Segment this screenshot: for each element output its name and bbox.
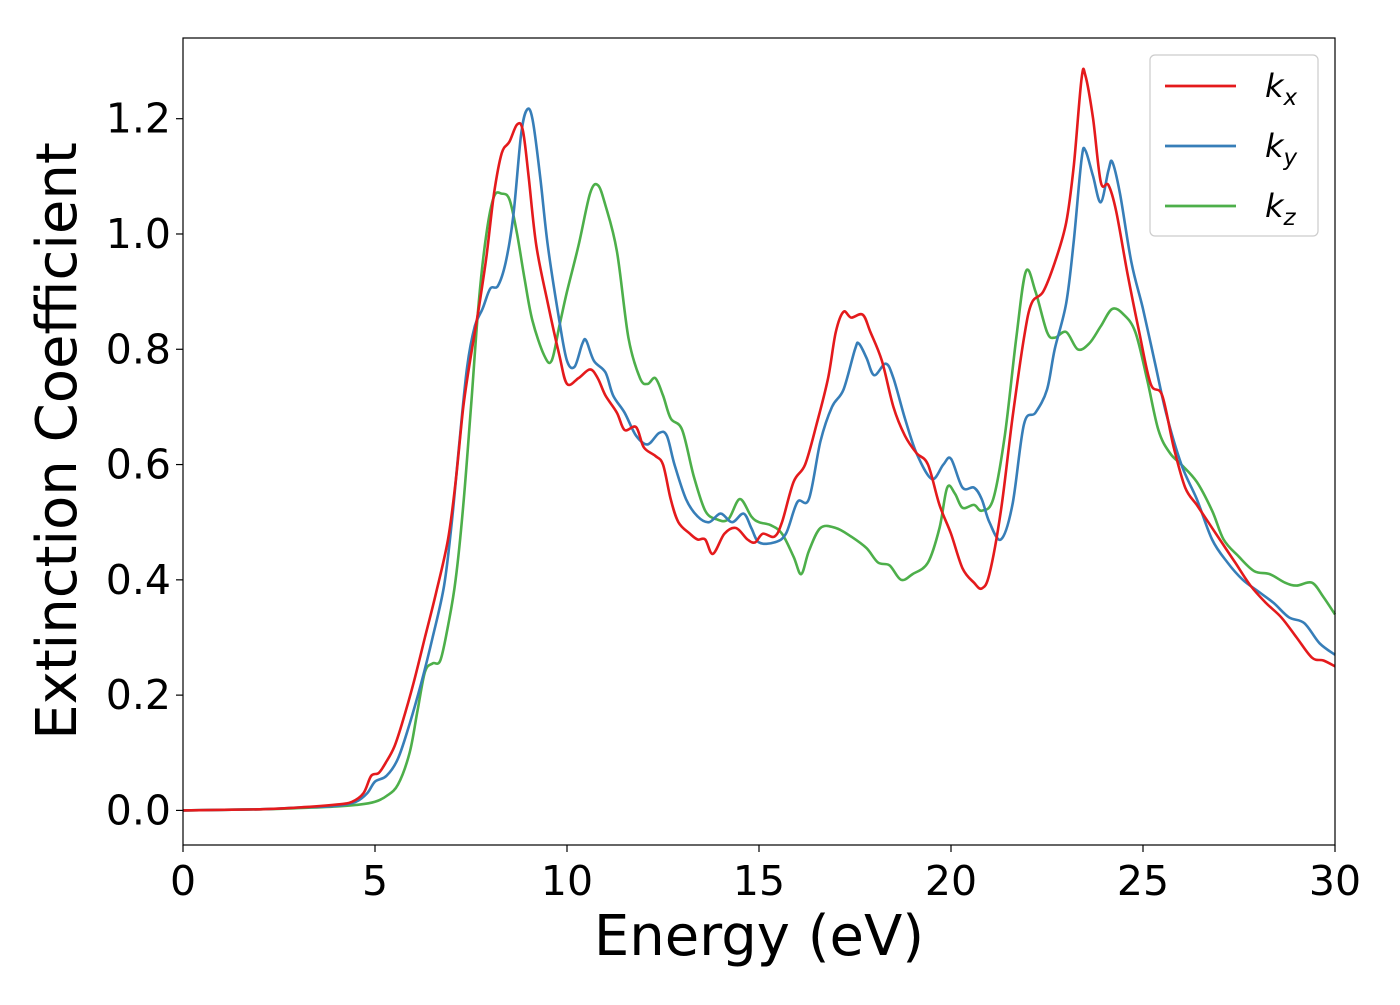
- x-tick-label: 30: [1309, 857, 1361, 905]
- legend-label-base: k: [1265, 67, 1285, 105]
- y-tick-label: 0.2: [106, 671, 171, 719]
- legend-label-z: kz: [1265, 187, 1297, 231]
- y-tick-label: 0.6: [106, 441, 171, 489]
- legend-label-x: kx: [1265, 67, 1298, 111]
- series-line-x: [182, 67, 1336, 812]
- y-tick-label: 0.4: [106, 556, 171, 604]
- legend-label-subscript: x: [1283, 85, 1298, 111]
- plot-area: [183, 38, 1335, 845]
- y-tick-label: 1.2: [106, 95, 171, 143]
- legend-label-subscript: z: [1283, 205, 1297, 231]
- x-tick-label: 5: [362, 857, 388, 905]
- legend-label-subscript: y: [1283, 145, 1298, 171]
- legend-label-y: ky: [1265, 127, 1298, 171]
- x-tick-label: 10: [541, 857, 593, 905]
- y-tick-label: 0.8: [106, 325, 171, 373]
- y-tick-label: 0.0: [106, 786, 171, 834]
- legend-label-base: k: [1265, 187, 1285, 225]
- x-axis: 0 5 10 15 20 25 30: [170, 845, 1361, 905]
- series-layer: [182, 67, 1337, 812]
- y-tick-label: 1.0: [106, 210, 171, 258]
- x-axis-title: Energy (eV): [594, 904, 924, 969]
- legend-label-base: k: [1265, 127, 1285, 165]
- x-tick-label: 0: [170, 857, 196, 905]
- y-axis-title: Extinction Coefficient: [25, 142, 90, 740]
- x-tick-label: 20: [925, 857, 977, 905]
- y-axis: 0.0 0.2 0.4 0.6 0.8 1.0 1.2: [106, 95, 183, 834]
- series-line-z: [182, 182, 1337, 812]
- x-tick-label: 15: [733, 857, 785, 905]
- x-tick-label: 25: [1117, 857, 1169, 905]
